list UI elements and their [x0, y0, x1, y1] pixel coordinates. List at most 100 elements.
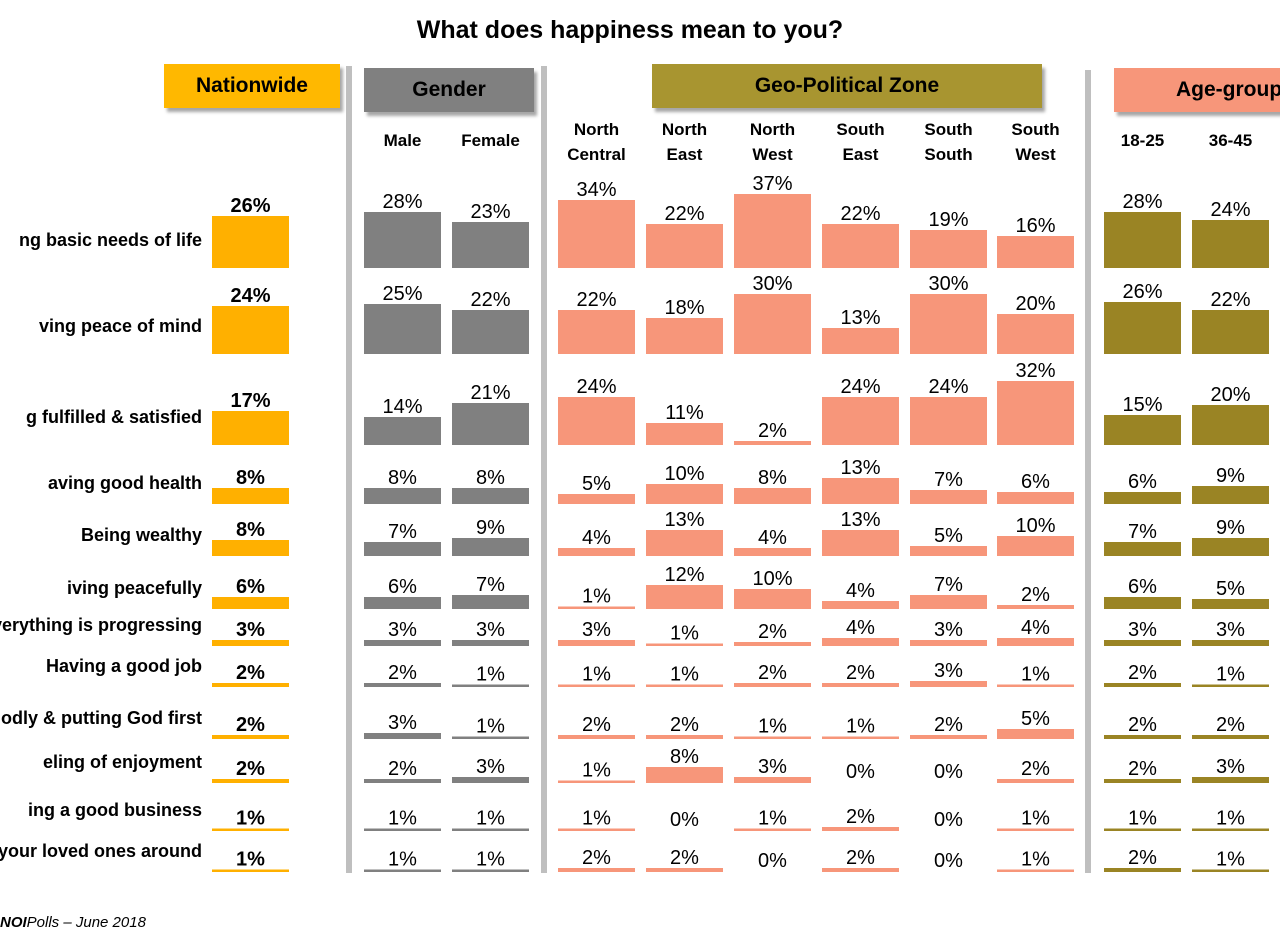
- data-label: 2%: [758, 420, 787, 442]
- series-header: North East: [661, 120, 708, 164]
- bar: [452, 777, 529, 783]
- data-label: 3%: [388, 712, 417, 734]
- bar: [364, 212, 441, 268]
- bar: [558, 494, 635, 504]
- bar: [1192, 869, 1269, 872]
- bar: [212, 488, 289, 504]
- bar: [822, 328, 899, 354]
- data-label: 0%: [934, 761, 963, 783]
- bar: [364, 779, 441, 783]
- data-label: 2%: [1021, 584, 1050, 606]
- bar: [1192, 599, 1269, 609]
- bar: [910, 294, 987, 354]
- group-header-age-group: Age-group: [1114, 68, 1280, 112]
- bar: [997, 492, 1074, 504]
- data-label: 7%: [934, 574, 963, 596]
- data-label: 2%: [1216, 714, 1245, 736]
- bar: [452, 736, 529, 739]
- bar: [452, 595, 529, 609]
- bar: [558, 606, 635, 609]
- bar: [910, 490, 987, 504]
- data-label: 2%: [846, 662, 875, 684]
- row-label: aving good health: [47, 473, 202, 493]
- separator-nationwide-gender: [346, 66, 352, 873]
- bar: [734, 642, 811, 646]
- data-label: 17%: [230, 390, 270, 412]
- row-label: ving peace of mind: [38, 316, 202, 336]
- bar: [822, 868, 899, 872]
- bar: [910, 397, 987, 445]
- bar: [997, 684, 1074, 687]
- data-label: 8%: [236, 467, 265, 489]
- bar: [910, 735, 987, 739]
- bar: [734, 194, 811, 268]
- bar: [1104, 212, 1181, 268]
- bar: [910, 681, 987, 687]
- data-label: 4%: [846, 617, 875, 639]
- data-label: 2%: [1128, 662, 1157, 684]
- data-label: 3%: [582, 619, 611, 641]
- bar: [1192, 777, 1269, 783]
- data-label: 2%: [670, 847, 699, 869]
- data-label: 24%: [840, 376, 880, 398]
- data-label: 3%: [388, 619, 417, 641]
- series-header: North West: [749, 120, 796, 164]
- data-label: 11%: [665, 402, 704, 424]
- bar: [212, 306, 289, 354]
- series-header: South West: [1011, 120, 1060, 164]
- data-label: 3%: [476, 619, 505, 641]
- series-header: 36-45: [1208, 131, 1253, 150]
- bar: [646, 735, 723, 739]
- bar: [212, 540, 289, 556]
- bar: [452, 222, 529, 268]
- data-label: 1%: [236, 849, 265, 871]
- data-label: 3%: [1216, 619, 1245, 641]
- bar: [1104, 828, 1181, 831]
- row-label: g fulfilled & satisfied: [25, 407, 202, 427]
- row-label: Being wealthy: [80, 525, 202, 545]
- row-label: your loved ones around: [0, 841, 202, 861]
- data-label: 1%: [1021, 849, 1050, 871]
- bar: [558, 735, 635, 739]
- data-label: 8%: [236, 519, 265, 541]
- bar: [734, 441, 811, 445]
- bar: [1104, 597, 1181, 609]
- data-label: 1%: [582, 760, 611, 782]
- bar: [734, 683, 811, 687]
- bar: [646, 684, 723, 687]
- bar: [997, 638, 1074, 646]
- data-label: 1%: [846, 716, 875, 738]
- bar: [558, 684, 635, 687]
- bar: [452, 869, 529, 872]
- data-label: 1%: [1021, 664, 1050, 686]
- data-label: 16%: [1015, 215, 1055, 237]
- data-label: 0%: [846, 761, 875, 783]
- bar: [646, 868, 723, 872]
- bar: [212, 869, 289, 872]
- data-label: 7%: [1128, 521, 1157, 543]
- bar: [452, 403, 529, 445]
- bar: [452, 640, 529, 646]
- data-label: 12%: [664, 564, 704, 586]
- bar: [364, 640, 441, 646]
- data-label: 1%: [1021, 808, 1050, 830]
- bar: [558, 397, 635, 445]
- bar: [1104, 415, 1181, 445]
- data-label: 1%: [582, 664, 611, 686]
- data-label: 26%: [1122, 281, 1162, 303]
- bar: [558, 868, 635, 872]
- data-label: 9%: [1216, 517, 1245, 539]
- data-label: 2%: [388, 758, 417, 780]
- series-header: South South: [924, 120, 973, 164]
- data-label: 1%: [1216, 849, 1245, 871]
- bar: [646, 530, 723, 556]
- bar: [558, 310, 635, 354]
- data-label: 2%: [582, 847, 611, 869]
- bar: [997, 536, 1074, 556]
- row-label: ng basic needs of life: [18, 230, 202, 250]
- data-label: 32%: [1015, 360, 1055, 382]
- bar: [734, 777, 811, 783]
- bar: [1192, 735, 1269, 739]
- bar: [997, 236, 1074, 268]
- data-label: 26%: [230, 195, 270, 217]
